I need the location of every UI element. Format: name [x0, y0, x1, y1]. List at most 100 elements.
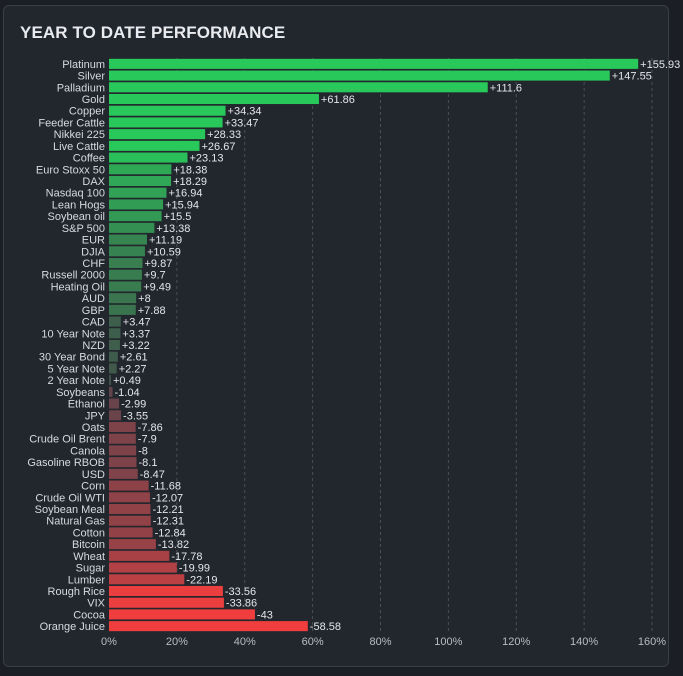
- category-label: Cotton: [73, 527, 105, 539]
- value-label: +11.19: [149, 235, 182, 247]
- category-label: Canola: [70, 445, 106, 457]
- category-label: Gold: [82, 94, 105, 106]
- bar: [109, 70, 610, 81]
- value-label: +15.94: [165, 199, 199, 211]
- value-label: -17.78: [171, 551, 202, 563]
- category-label: Crude Oil Brent: [29, 434, 105, 446]
- category-label: Euro Stoxx 50: [36, 164, 105, 176]
- value-label: +28.33: [207, 129, 241, 141]
- value-label: +34.34: [228, 106, 262, 118]
- x-tick-label: 140%: [570, 636, 598, 648]
- category-label: 2 Year Note: [48, 375, 106, 387]
- value-label: -8: [138, 445, 148, 457]
- value-label: -8.1: [138, 457, 157, 469]
- bar: [109, 164, 172, 175]
- bar: [109, 363, 117, 374]
- category-label: Oats: [82, 422, 106, 434]
- category-labels: PlatinumSilverPalladiumGoldCopperFeeder …: [27, 59, 106, 633]
- category-label: Corn: [81, 481, 105, 493]
- category-label: Soybean oil: [48, 211, 106, 223]
- bar: [109, 410, 122, 421]
- bar: [109, 550, 170, 561]
- bar: [109, 503, 151, 515]
- category-label: Copper: [69, 106, 105, 118]
- bar: [109, 480, 149, 491]
- bar: [109, 539, 156, 550]
- value-label: +33.47: [225, 117, 259, 129]
- x-tick-label: 100%: [434, 636, 462, 648]
- bar: [109, 562, 177, 573]
- value-label: +13.38: [156, 223, 190, 235]
- category-label: Platinum: [62, 59, 105, 71]
- value-label: -43: [257, 609, 273, 621]
- category-label: USD: [82, 469, 105, 481]
- value-label: +3.47: [123, 317, 151, 329]
- bar: [109, 175, 172, 187]
- bar: [109, 222, 155, 233]
- category-label: Lean Hogs: [52, 199, 106, 211]
- bar: [109, 82, 488, 93]
- bar: [109, 386, 113, 397]
- value-label: +18.38: [173, 164, 207, 176]
- value-label: +7.88: [138, 305, 166, 317]
- value-label: +8: [138, 293, 151, 305]
- value-label: -7.9: [138, 434, 157, 446]
- bar: [109, 281, 142, 292]
- bar: [109, 140, 200, 151]
- x-axis-ticks: 0% 20% 40% 60% 80% 100% 120% 140% 160%: [101, 636, 666, 648]
- bar: [109, 152, 188, 163]
- category-label: Nikkei 225: [54, 129, 105, 141]
- value-label: -58.58: [310, 621, 341, 633]
- bar: [109, 257, 143, 269]
- bar: [109, 304, 136, 315]
- value-label: +9.87: [144, 258, 172, 270]
- bar: [109, 351, 118, 362]
- category-label: JPY: [85, 410, 106, 422]
- value-label: +15.5: [164, 211, 192, 223]
- bars: [109, 58, 639, 632]
- value-label: -11.68: [151, 481, 181, 493]
- value-label: +2.27: [119, 363, 147, 375]
- value-label: +23.13: [189, 153, 223, 165]
- value-label: -1.04: [115, 387, 140, 399]
- x-tick-label: 60%: [302, 636, 324, 648]
- bar: [109, 187, 167, 198]
- bar: [109, 433, 136, 444]
- value-labels: +155.93+147.55+111.6+61.86+34.34+33.47+2…: [113, 59, 680, 633]
- bar: [109, 527, 153, 538]
- value-label: -33.56: [225, 586, 256, 598]
- bar: [109, 445, 137, 456]
- category-label: S&P 500: [62, 223, 105, 235]
- value-label: +2.61: [120, 352, 148, 364]
- category-label: VIX: [87, 598, 105, 610]
- category-label: Coffee: [73, 153, 105, 165]
- bar: [109, 457, 137, 468]
- category-label: DAX: [82, 176, 105, 188]
- category-label: 5 Year Note: [48, 363, 106, 375]
- category-label: Bitcoin: [72, 539, 105, 551]
- category-label: CHF: [82, 258, 105, 270]
- value-label: +147.55: [612, 71, 652, 83]
- bar: [109, 339, 120, 351]
- value-label: +18.29: [173, 176, 207, 188]
- bar: [109, 515, 151, 526]
- bar: [109, 129, 206, 140]
- category-label: GBP: [82, 305, 105, 317]
- category-label: Nasdaq 100: [46, 188, 105, 200]
- category-label: DJIA: [81, 246, 106, 258]
- category-label: Lumber: [68, 574, 106, 586]
- category-label: Ethanol: [68, 399, 105, 411]
- x-tick-label: 160%: [638, 636, 666, 648]
- value-label: -12.84: [155, 527, 186, 539]
- value-label: -12.31: [153, 516, 184, 528]
- bar: [109, 398, 120, 409]
- bar: [109, 585, 223, 597]
- category-label: Cocoa: [73, 609, 106, 621]
- bar: [109, 117, 223, 128]
- value-label: +0.49: [113, 375, 141, 387]
- category-label: Crude Oil WTI: [35, 492, 105, 504]
- category-label: 30 Year Bond: [39, 352, 105, 364]
- category-label: AUD: [82, 293, 105, 305]
- category-label: Wheat: [73, 551, 105, 563]
